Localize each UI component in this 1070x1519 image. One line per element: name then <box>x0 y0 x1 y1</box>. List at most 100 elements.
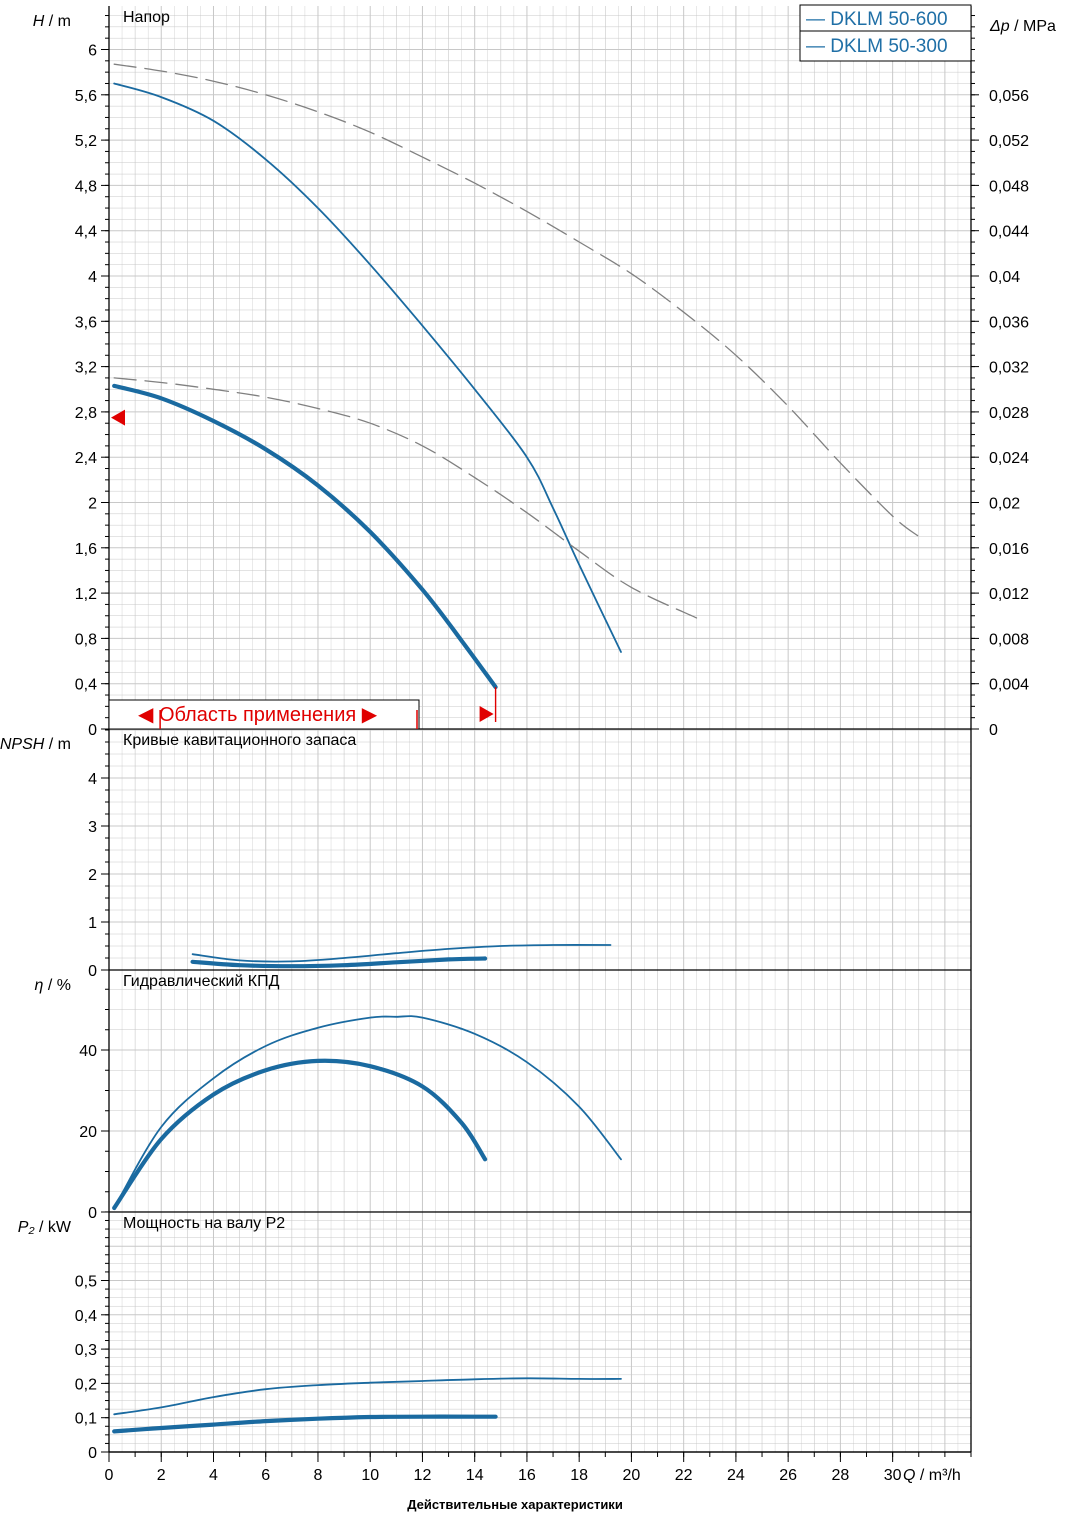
y-tick-label: 0,4 <box>75 677 97 694</box>
y-axis-unit: m <box>58 736 71 753</box>
y-tick-label: 0,5 <box>75 1274 97 1291</box>
x-tick-label: 28 <box>831 1467 849 1484</box>
x-tick-label: 26 <box>779 1467 797 1484</box>
y-axis-label: NPSH / m <box>0 736 71 753</box>
y-tick-label: 3,6 <box>75 314 97 331</box>
y-tick-label: 0,3 <box>75 1342 97 1359</box>
curve-power-thick-1 <box>112 1414 498 1434</box>
range-end-arrow <box>479 706 494 722</box>
right-tick-label: 0,02 <box>989 496 1020 513</box>
y-tick-label: 6 <box>88 43 97 60</box>
right-tick-label: 0,012 <box>989 586 1029 603</box>
y-tick-label: 4 <box>88 771 97 788</box>
y-axis-unit: % <box>57 977 71 994</box>
right-tick-label: 0,028 <box>989 405 1029 422</box>
y-axis-symbol: NPSH <box>0 736 45 753</box>
y-axis-unit: m <box>58 13 71 30</box>
x-tick-label: 30 <box>884 1467 902 1484</box>
y-tick-label: 0 <box>88 1205 97 1222</box>
y-tick-label: 5,6 <box>75 88 97 105</box>
y-axis-sep: / <box>44 13 57 30</box>
x-tick-label: 16 <box>518 1467 536 1484</box>
x-tick-label: 22 <box>675 1467 693 1484</box>
y-tick-label: 3,2 <box>75 360 97 377</box>
legend-entry-1: — DKLM 50-600 <box>806 9 948 30</box>
y-tick-label: 2 <box>88 867 97 884</box>
curve-head-dashed-2 <box>113 63 920 538</box>
curve-eff-thin-0 <box>113 1015 622 1209</box>
y-axis-unit: kW <box>48 1219 72 1236</box>
legend-box <box>799 4 972 62</box>
right-tick-label: 0,036 <box>989 314 1029 331</box>
y-tick-label: 0,4 <box>75 1308 97 1325</box>
curve-npsh-thick-1 <box>190 956 488 969</box>
y-tick-label: 0 <box>88 1445 97 1462</box>
panel-title: Гидравлический КПД <box>123 973 280 990</box>
y-tick-label: 4 <box>88 269 97 286</box>
y-tick-label: 4,8 <box>75 178 97 195</box>
x-tick-label: 8 <box>314 1467 323 1484</box>
panel-title: Кривые кавитационного запаса <box>123 732 356 749</box>
right-tick-label: 0,052 <box>989 133 1029 150</box>
y-axis-sep: / <box>35 1219 48 1236</box>
right-tick-label: 0,016 <box>989 541 1029 558</box>
panel-title: Напор <box>123 9 170 26</box>
y-tick-label: 5,2 <box>75 133 97 150</box>
x-tick-label: 4 <box>209 1467 218 1484</box>
y-tick-label: 40 <box>79 1043 97 1060</box>
y-tick-label: 0,2 <box>75 1376 97 1393</box>
curve-head-thick-1 <box>112 383 498 690</box>
y-axis-label: η / % <box>35 977 71 994</box>
right-tick-label: 0 <box>989 722 998 739</box>
y-tick-label: 2,8 <box>75 405 97 422</box>
y-tick-label: 2 <box>88 496 97 513</box>
curve-npsh-thin-0 <box>191 944 612 963</box>
right-tick-label: 0,048 <box>989 178 1029 195</box>
x-tick-label: 6 <box>261 1467 270 1484</box>
x-axis-sep: / <box>915 1467 928 1484</box>
y-tick-label: 0 <box>88 963 97 980</box>
curve-head-dashed-3 <box>113 377 698 619</box>
right-tick-label: 0,008 <box>989 631 1029 648</box>
x-tick-label: 0 <box>105 1467 114 1484</box>
y-axis-symbol: η <box>35 977 44 994</box>
y-tick-label: 3 <box>88 819 97 836</box>
legend-entry-2: — DKLM 50-300 <box>806 36 948 57</box>
right-axis-label: Δp / MPa <box>989 18 1056 35</box>
y-tick-label: 1 <box>88 915 97 932</box>
y-axis-label: P₂ / kW <box>18 1219 72 1236</box>
x-tick-label: 10 <box>361 1467 379 1484</box>
y-tick-label: 0 <box>88 722 97 739</box>
right-tick-label: 0,004 <box>989 677 1029 694</box>
right-axis-symbol: Δp <box>989 18 1010 35</box>
right-tick-label: 0,056 <box>989 88 1029 105</box>
x-tick-label: 24 <box>727 1467 745 1484</box>
chart-footer: Действительные характеристики <box>407 1497 623 1512</box>
curves <box>112 63 920 1434</box>
right-axis-unit: MPa <box>1023 18 1056 35</box>
y-axis-sep: / <box>44 736 57 753</box>
panel-title: Мощность на валу P2 <box>123 1215 285 1232</box>
right-axis-sep: / <box>1010 18 1023 35</box>
y-axis-label: H / m <box>33 13 71 30</box>
x-tick-label: 18 <box>570 1467 588 1484</box>
curve-head-thin-0 <box>113 82 622 653</box>
right-tick-label: 0,04 <box>989 269 1020 286</box>
right-tick-label: 0,044 <box>989 224 1029 241</box>
curve-power-thin-0 <box>113 1377 622 1416</box>
shutoff-arrow <box>111 409 125 426</box>
x-tick-label: 20 <box>623 1467 641 1484</box>
x-tick-label: 12 <box>414 1467 432 1484</box>
curve-eff-thick-1 <box>112 1058 488 1211</box>
range-label: ◀ Область применения ▶ <box>138 704 378 726</box>
x-axis-label: Q / m³/h <box>903 1467 961 1484</box>
right-tick-label: 0,032 <box>989 360 1029 377</box>
labels: 0 0,4 0,8 1,2 1,6 2 2,4 2,8 3,2 3,6 4 4,4 4,8 5,2 5,6 6… <box>0 9 1056 1484</box>
x-tick-label: 14 <box>466 1467 484 1484</box>
x-tick-label: 2 <box>157 1467 166 1484</box>
y-axis-sep: / <box>43 977 56 994</box>
y-axis-symbol: H <box>33 13 45 30</box>
right-tick-label: 0,024 <box>989 450 1029 467</box>
y-tick-label: 0,8 <box>75 631 97 648</box>
y-axis-symbol: P₂ <box>18 1219 35 1236</box>
